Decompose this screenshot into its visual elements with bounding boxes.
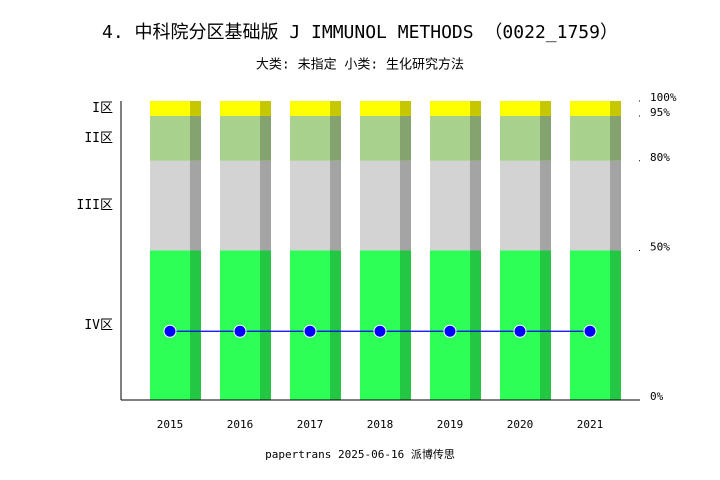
x-tick-label: 2021 [577, 418, 604, 431]
bar-shade [470, 115, 481, 161]
bar-segment [150, 101, 201, 116]
x-tick-label: 2019 [437, 418, 464, 431]
bar-segment [500, 115, 551, 161]
bar-shade [330, 115, 341, 161]
line-point [513, 324, 527, 338]
zone-label: II区 [84, 131, 113, 146]
bar-shade [400, 250, 411, 400]
bar-shade [260, 101, 271, 116]
bar-shade [260, 160, 271, 251]
bar-shade [190, 160, 201, 251]
bar-segment [570, 115, 621, 161]
bar-shade [190, 101, 201, 116]
bar-segment [150, 160, 201, 251]
bar-segment [290, 101, 341, 116]
line-point [233, 324, 247, 338]
bar-shade [330, 101, 341, 116]
bar-shade [540, 115, 551, 161]
bar-shade [610, 101, 621, 116]
x-tick-label: 2020 [507, 418, 534, 431]
bar-segment [360, 101, 411, 116]
bar-segment [430, 101, 481, 116]
bar-shade [400, 115, 411, 161]
bar-shade [400, 101, 411, 116]
y-tick-label: 95% [650, 106, 670, 119]
line-point [583, 324, 597, 338]
bar-segment [220, 160, 271, 251]
bar-segment [220, 101, 271, 116]
line-point [163, 324, 177, 338]
bar-shade [330, 250, 341, 400]
bar-segment [290, 160, 341, 251]
y-tick-label: 80% [650, 151, 670, 164]
bar-shade [470, 101, 481, 116]
y-tick-label: 0% [650, 390, 664, 403]
bar-segment [430, 250, 481, 400]
bar-segment [150, 250, 201, 400]
bar-segment [500, 160, 551, 251]
bar-shade [610, 160, 621, 251]
y-tick-label: 100% [650, 91, 677, 104]
x-tick-label: 2016 [227, 418, 254, 431]
x-tick-label: 2018 [367, 418, 394, 431]
chart-subtitle: 大类: 未指定 小类: 生化研究方法 [256, 57, 464, 73]
bar-segment [360, 160, 411, 251]
line-point [303, 324, 317, 338]
bar-shade [260, 250, 271, 400]
bar-segment [500, 250, 551, 400]
bar-segment [430, 115, 481, 161]
bar-segment [430, 160, 481, 251]
bar-shade [540, 101, 551, 116]
bar-shade [610, 250, 621, 400]
y-tick-label: 50% [650, 241, 670, 254]
bar-segment [500, 101, 551, 116]
bar-shade [260, 115, 271, 161]
line-point [373, 324, 387, 338]
bar-segment [150, 115, 201, 161]
bar-segment [570, 250, 621, 400]
bar-shade [190, 115, 201, 161]
footer: papertrans 2025-06-16 派博传思 [265, 448, 455, 461]
bar-shade [610, 115, 621, 161]
bar-segment [360, 250, 411, 400]
x-tick-label: 2017 [297, 418, 324, 431]
bar-segment [220, 250, 271, 400]
bar-shade [540, 250, 551, 400]
zone-label: IV区 [84, 318, 113, 333]
bar-segment [360, 115, 411, 161]
bar-segment [570, 101, 621, 116]
line-point [443, 324, 457, 338]
bar-segment [290, 115, 341, 161]
bar-shade [330, 160, 341, 251]
bar-shade [190, 250, 201, 400]
bar-segment [290, 250, 341, 400]
bar-shade [400, 160, 411, 251]
bar-segment [570, 160, 621, 251]
zone-label: III区 [77, 198, 113, 213]
chart-title: 4. 中科院分区基础版 J IMMUNOL METHODS （0022_1759… [102, 22, 618, 43]
bar-segment [220, 115, 271, 161]
bar-shade [470, 160, 481, 251]
zone-label: I区 [92, 101, 113, 116]
bar-shade [470, 250, 481, 400]
bar-shade [540, 160, 551, 251]
x-tick-label: 2015 [157, 418, 184, 431]
